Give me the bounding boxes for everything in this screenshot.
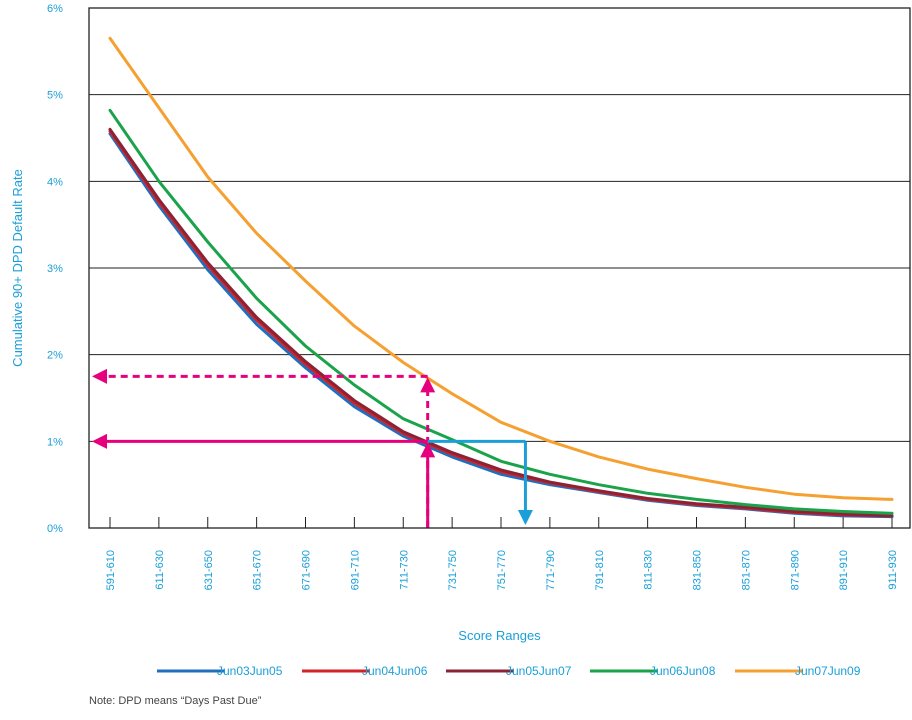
y-tick-label: 2%	[47, 350, 63, 362]
x-tick-label: 911-930	[887, 550, 899, 590]
y-axis-ticks: 0% 1% 2% 3% 4% 5% 6%	[47, 3, 63, 535]
x-tick-label: 751-770	[496, 550, 508, 590]
x-axis-ticks: 591-610 611-630 631-650 651-670 671-690 691-7…	[105, 517, 899, 590]
gridlines	[89, 94, 910, 442]
y-tick-label: 4%	[47, 176, 63, 188]
legend-label: Jun06Jun08	[650, 664, 716, 678]
legend-item: Jun03Jun05	[157, 664, 283, 678]
x-tick-label: 711-730	[398, 550, 410, 590]
annotation-arrows	[92, 368, 533, 528]
legend-label: Jun04Jun06	[362, 664, 428, 678]
x-tick-label: 731-750	[447, 550, 459, 590]
legend-item: Jun07Jun09	[735, 664, 861, 678]
footnote: Note: DPD means “Days Past Due”	[89, 695, 262, 707]
x-tick-label: 611-630	[154, 550, 166, 590]
x-tick-label: 791-810	[594, 550, 606, 590]
series-line	[108, 127, 894, 518]
annotation-pink-solid	[92, 433, 436, 528]
series-lines	[108, 36, 894, 519]
series-line	[108, 132, 894, 519]
legend-label: Jun05Jun07	[506, 664, 572, 678]
y-tick-label: 0%	[47, 523, 63, 535]
y-axis-label: Cumulative 90+ DPD Default Rate	[10, 169, 25, 367]
y-tick-label: 1%	[47, 436, 63, 448]
x-tick-label: 591-610	[105, 550, 117, 590]
legend-label: Jun07Jun09	[795, 664, 861, 678]
x-tick-label: 891-910	[838, 550, 850, 590]
x-tick-label: 691-710	[349, 550, 361, 590]
x-tick-label: 831-850	[692, 550, 704, 590]
legend: Jun03Jun05 Jun04Jun06 Jun05Jun07 Jun06Jun08…	[157, 664, 861, 678]
y-tick-label: 3%	[47, 263, 63, 275]
x-tick-label: 871-890	[789, 550, 801, 590]
x-tick-label: 771-790	[545, 550, 557, 590]
y-tick-label: 6%	[47, 3, 63, 15]
legend-label: Jun03Jun05	[217, 664, 283, 678]
y-tick-label: 5%	[47, 90, 63, 102]
legend-item: Jun06Jun08	[590, 664, 716, 678]
series-line	[108, 129, 894, 518]
series-line	[108, 108, 894, 515]
legend-item: Jun04Jun06	[302, 664, 428, 678]
x-axis-label: Score Ranges	[458, 628, 541, 643]
x-tick-label: 811-830	[643, 550, 655, 590]
annotation-blue-solid	[427, 439, 533, 525]
plot-frame	[88, 7, 911, 529]
annotation-pink-dashed	[92, 368, 436, 528]
chart: 0% 1% 2% 3% 4% 5% 6% 591-610 611-630 631-650 651-…	[10, 3, 911, 678]
x-tick-label: 631-650	[203, 550, 215, 590]
x-tick-label: 851-870	[740, 550, 752, 590]
x-tick-label: 671-690	[301, 550, 313, 590]
series-line	[108, 36, 894, 501]
legend-item: Jun05Jun07	[446, 664, 572, 678]
x-tick-label: 651-670	[252, 550, 264, 590]
